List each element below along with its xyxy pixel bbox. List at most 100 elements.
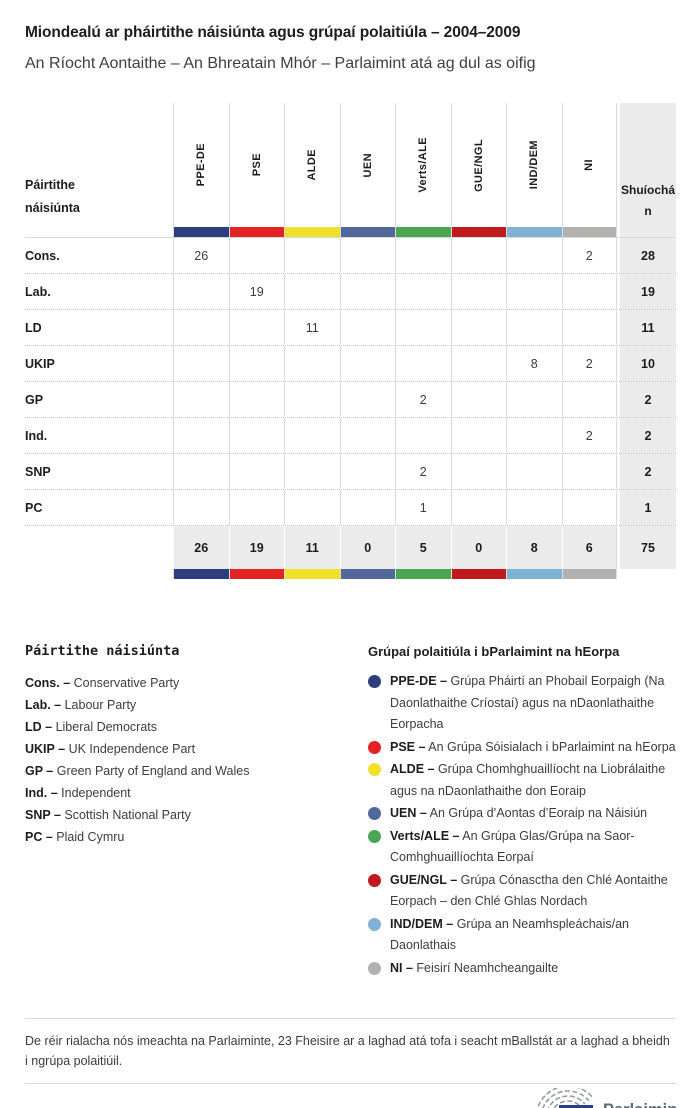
table-cell xyxy=(395,310,451,345)
color-bar-uen xyxy=(339,569,395,579)
table-cell xyxy=(284,490,340,525)
color-bar-verts-ale xyxy=(395,227,451,237)
column-header-uen: UEN xyxy=(339,103,396,227)
table-row-ld: LD 11 11 xyxy=(25,309,676,345)
table-cell: 19 xyxy=(228,274,285,309)
spacer-cell xyxy=(617,569,676,579)
column-total-cell: 0 xyxy=(450,526,506,569)
table-cell xyxy=(228,382,285,417)
table-row-lab: Lab. 19 19 xyxy=(25,273,676,309)
table-totals-row: 26 19 11 0 5 0 8 6 75 xyxy=(25,525,676,569)
group-color-dot-icon xyxy=(368,961,381,975)
table-cell xyxy=(284,418,340,453)
column-header-alde: ALDE xyxy=(284,103,340,227)
color-bar-uen xyxy=(339,227,395,237)
color-bar-ind-dem xyxy=(506,227,562,237)
legend-item-cons: Cons. – Conservative Party xyxy=(25,676,180,690)
color-bar-pse xyxy=(228,569,284,579)
table-row-gp: GP 2 2 xyxy=(25,381,676,417)
political-groups-legend: Grúpaí polaitiúla i bParlaimint na hEorp… xyxy=(368,643,676,980)
table-cell xyxy=(339,418,396,453)
table-row-ukip: UKIP 8 2 10 xyxy=(25,345,676,381)
row-label: SNP xyxy=(25,464,51,479)
table-cell: 8 xyxy=(506,346,562,381)
row-label: PC xyxy=(25,500,43,515)
spacer-cell xyxy=(25,526,173,569)
table-cell: 26 xyxy=(173,238,229,273)
legend-item-lab: Lab. – Labour Party xyxy=(25,698,137,712)
table-cell xyxy=(561,490,617,525)
national-parties-heading: Páirtithe náisiúnta xyxy=(25,643,180,659)
ep-hemicycle-logo-icon: Parlaimint na hEorpa xyxy=(536,1085,683,1108)
page-title: Miondealú ar pháirtithe náisiúnta agus g… xyxy=(25,24,521,41)
ep-logo: Parlaimint na hEorpa xyxy=(504,1085,683,1108)
color-bar-gue-ngl xyxy=(450,569,506,579)
column-header-gue-ngl: GUE/NGL xyxy=(450,103,507,227)
seats-column-header: Shuíochán xyxy=(617,103,676,227)
divider xyxy=(25,1018,676,1019)
column-total-cell: 19 xyxy=(228,526,284,569)
row-label: Ind. xyxy=(25,428,48,443)
legend-item-verts-ale: Verts/ALE – An Grúpa Glas/Grúpa na Saor-… xyxy=(368,826,676,869)
grand-total-cell: 75 xyxy=(617,526,676,569)
color-bar-ppe-de xyxy=(173,227,229,237)
group-color-dot-icon xyxy=(368,675,381,688)
table-cell xyxy=(173,418,229,453)
table-cell xyxy=(339,310,396,345)
column-total-cell: 5 xyxy=(395,526,451,569)
row-total-cell: 2 xyxy=(617,418,676,453)
table-cell xyxy=(173,382,229,417)
color-bar-gue-ngl xyxy=(450,227,506,237)
legend-item-gp: GP – Green Party of England and Wales xyxy=(25,764,250,778)
table-cell xyxy=(450,310,507,345)
table-cell xyxy=(228,418,285,453)
table-cell xyxy=(561,382,617,417)
table-cell xyxy=(284,382,340,417)
group-color-dot-icon xyxy=(368,829,381,843)
footer-row: Foinse: Parlaimint na hEorpa xyxy=(25,1085,683,1108)
group-color-dot-icon xyxy=(368,807,381,820)
table-cell xyxy=(339,382,396,417)
color-bar-alde xyxy=(284,227,340,237)
group-color-dot-icon xyxy=(368,873,381,887)
table-row-pc: PC 1 1 xyxy=(25,489,676,525)
table-cell xyxy=(450,274,507,309)
column-header-ni: NI xyxy=(561,103,617,227)
table-row-ind: Ind. 2 2 xyxy=(25,417,676,453)
table-cell xyxy=(450,490,507,525)
table-cell xyxy=(339,346,396,381)
table-row-cons: Cons. 26 2 28 xyxy=(25,238,676,273)
table-cell xyxy=(284,238,340,273)
column-header-ind-dem: IND/DEM xyxy=(506,103,562,227)
color-bar-ni xyxy=(561,227,617,237)
table-cell xyxy=(284,454,340,489)
row-label: GP xyxy=(25,392,44,407)
column-total-cell: 11 xyxy=(284,526,340,569)
column-total-cell: 6 xyxy=(561,526,617,569)
table-cell xyxy=(506,310,562,345)
row-label: UKIP xyxy=(25,356,55,371)
table-cell xyxy=(450,418,507,453)
color-bar-ni xyxy=(561,569,617,579)
table-cell: 2 xyxy=(395,382,451,417)
page-subtitle: An Ríocht Aontaithe – An Bhreatain Mhór … xyxy=(25,55,536,72)
table-cell xyxy=(228,346,285,381)
row-total-cell: 28 xyxy=(617,238,676,273)
table-cell xyxy=(450,238,507,273)
table-row-snp: SNP 2 2 xyxy=(25,453,676,489)
table-cell: 2 xyxy=(561,418,617,453)
color-bar-alde xyxy=(284,569,340,579)
table-cell xyxy=(339,238,396,273)
column-total-cell: 26 xyxy=(173,526,229,569)
legend-item-pse: PSE – An Grúpa Sóisialach i bParlaimint … xyxy=(368,737,676,759)
hemicycle-icon xyxy=(536,1085,594,1108)
table-cell xyxy=(561,310,617,345)
column-header-ppe-de: PPE-DE xyxy=(173,103,229,227)
group-color-dot-icon xyxy=(368,763,381,776)
column-header-pse: PSE xyxy=(228,103,285,227)
legend-section: Páirtithe náisiúnta Cons. – Conservative… xyxy=(25,643,676,980)
legend-item-snp: SNP – Scottish National Party xyxy=(25,808,191,822)
row-label: Lab. xyxy=(25,284,51,299)
group-color-dot-icon xyxy=(368,740,381,754)
column-total-cell: 8 xyxy=(506,526,562,569)
